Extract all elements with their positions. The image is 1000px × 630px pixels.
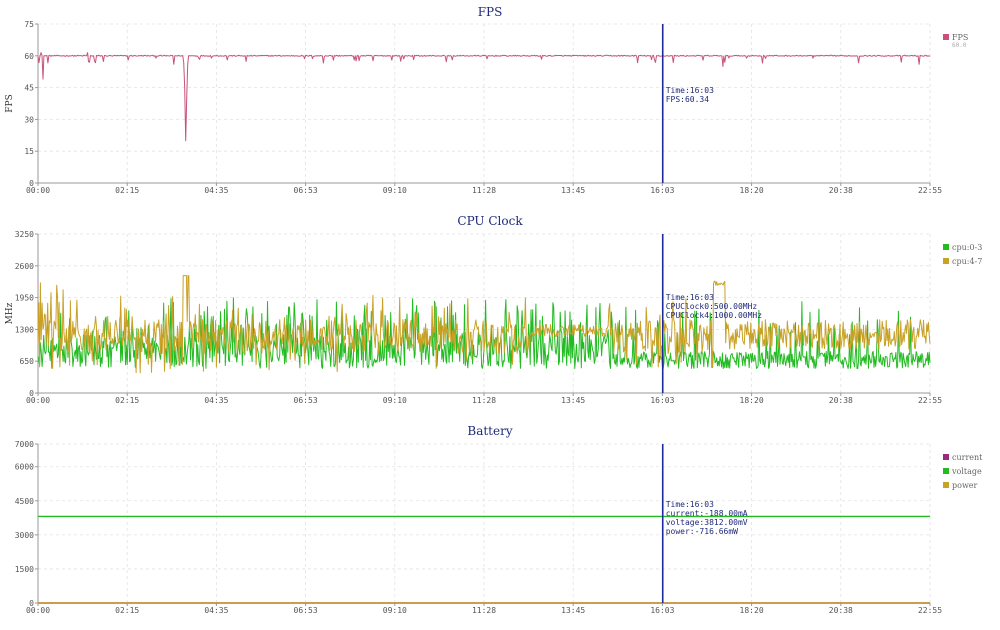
fps-y-axis-label: FPS [5, 94, 15, 112]
cpu-y-tick-label: 0 [29, 389, 34, 398]
fps-chart: FPS 0 15 30 45 60 75 00:00 02:15 04:35 06:53 09:10 1… [5, 5, 968, 195]
fps-y-tick-label: 60 [24, 52, 34, 61]
cpu-y-tick-label: 3250 [15, 230, 34, 239]
cpu-legend-label[interactable]: cpu:0-3 [952, 243, 982, 252]
fps-legend-label[interactable]: FPS [952, 33, 968, 42]
fps-y-tick-label: 75 [24, 20, 34, 29]
fps-x-tick-label: 18:20 [740, 186, 764, 195]
battery-y-tick-label: 1500 [15, 565, 34, 574]
cpu-x-tick-label: 09:10 [383, 396, 407, 405]
battery-x-tick-label: 06:53 [294, 606, 318, 615]
battery-x-tick-label: 02:15 [115, 606, 139, 615]
fps-chart-title: FPS [478, 5, 503, 19]
battery-legend-swatch[interactable] [943, 468, 949, 474]
cpu-legend-label[interactable]: cpu:4-7 [952, 257, 982, 266]
battery-legend-label[interactable]: voltage [951, 467, 982, 476]
battery-x-tick-label: 04:35 [204, 606, 228, 615]
cpu-tooltip-line: CPUClock0:500.00MHz [666, 302, 758, 311]
cpu-x-tick-label: 22:55 [918, 396, 942, 405]
fps-x-tick-label: 02:15 [115, 186, 139, 195]
battery-x-tick-label: 09:10 [383, 606, 407, 615]
battery-legend-label[interactable]: current [952, 453, 983, 462]
fps-x-tick-label: 22:55 [918, 186, 942, 195]
battery-tooltip-line: power:-716.66mW [666, 527, 738, 536]
fps-x-tick-label: 20:38 [829, 186, 853, 195]
cpu-chart-title: CPU Clock [457, 214, 523, 228]
cpu-y-tick-label: 1300 [15, 325, 34, 334]
battery-chart: Battery 0 1500 3000 4500 6000 7000 00:00 02:15 04… [15, 424, 983, 615]
cpu-tooltip-line: CPUClock4:1000.00MHz [666, 311, 763, 320]
cpu-x-tick-label: 13:45 [561, 396, 585, 405]
battery-legend-swatch[interactable] [943, 454, 949, 460]
fps-x-tick-label: 11:28 [472, 186, 496, 195]
battery-y-tick-label: 6000 [15, 463, 34, 472]
fps-series-line-fps [37, 52, 931, 142]
fps-x-tick-label: 00:00 [26, 186, 50, 195]
battery-x-tick-label: 18:20 [740, 606, 764, 615]
battery-legend-label[interactable]: power [952, 481, 978, 490]
battery-x-tick-label: 11:28 [472, 606, 496, 615]
cpu-series-line-cpu-4-7 [37, 275, 931, 374]
battery-tooltip-line: Time:16:03 [666, 500, 714, 509]
cpu-y-tick-label: 1950 [15, 294, 34, 303]
battery-legend-swatch[interactable] [943, 482, 949, 488]
cpu-legend-swatch[interactable] [943, 258, 949, 264]
fps-y-tick-label: 0 [29, 179, 34, 188]
battery-y-tick-label: 7000 [15, 440, 34, 449]
cpu-y-tick-label: 2600 [15, 262, 34, 271]
battery-y-tick-label: 0 [29, 599, 34, 608]
cpu-x-tick-label: 16:03 [650, 396, 674, 405]
fps-x-tick-label: 16:03 [650, 186, 674, 195]
fps-x-tick-label: 06:53 [294, 186, 318, 195]
battery-x-tick-label: 20:38 [829, 606, 853, 615]
fps-tooltip-line: Time:16:03 [666, 86, 714, 95]
fps-y-tick-label: 15 [24, 147, 34, 156]
cpu-x-tick-label: 11:28 [472, 396, 496, 405]
fps-tooltip-line: FPS:60.34 [666, 95, 710, 104]
battery-tooltip-line: voltage:3812.00mV [666, 518, 748, 527]
fps-x-tick-label: 09:10 [383, 186, 407, 195]
battery-x-tick-label: 16:03 [650, 606, 674, 615]
battery-x-tick-label: 13:45 [561, 606, 585, 615]
fps-legend-swatch[interactable] [943, 34, 949, 40]
battery-y-tick-label: 4500 [15, 497, 34, 506]
cpu-x-tick-label: 06:53 [294, 396, 318, 405]
cpu-x-tick-label: 20:38 [829, 396, 853, 405]
cpu-x-tick-label: 04:35 [204, 396, 228, 405]
cpu-tooltip-line: Time:16:03 [666, 293, 714, 302]
cpu-y-axis-label: MHz [5, 302, 15, 324]
cpu-legend-swatch[interactable] [943, 244, 949, 250]
fps-legend-sublabel: 60.0 [952, 42, 967, 49]
fps-y-tick-label: 45 [24, 84, 34, 93]
cpu-x-tick-label: 18:20 [740, 396, 764, 405]
battery-y-tick-label: 3000 [15, 531, 34, 540]
battery-x-tick-label: 00:00 [26, 606, 50, 615]
battery-chart-title: Battery [467, 424, 512, 438]
cpu-x-tick-label: 00:00 [26, 396, 50, 405]
fps-y-tick-label: 30 [24, 115, 34, 124]
battery-x-tick-label: 22:55 [918, 606, 942, 615]
cpu-chart: CPU Clock 0 650 1300 1950 2600 3250 00:00 02:15 0… [5, 214, 982, 405]
cpu-y-tick-label: 650 [20, 357, 35, 366]
battery-tooltip-line: current:-188.00mA [666, 509, 748, 518]
fps-x-tick-label: 04:35 [204, 186, 228, 195]
fps-x-tick-label: 13:45 [561, 186, 585, 195]
cpu-x-tick-label: 02:15 [115, 396, 139, 405]
